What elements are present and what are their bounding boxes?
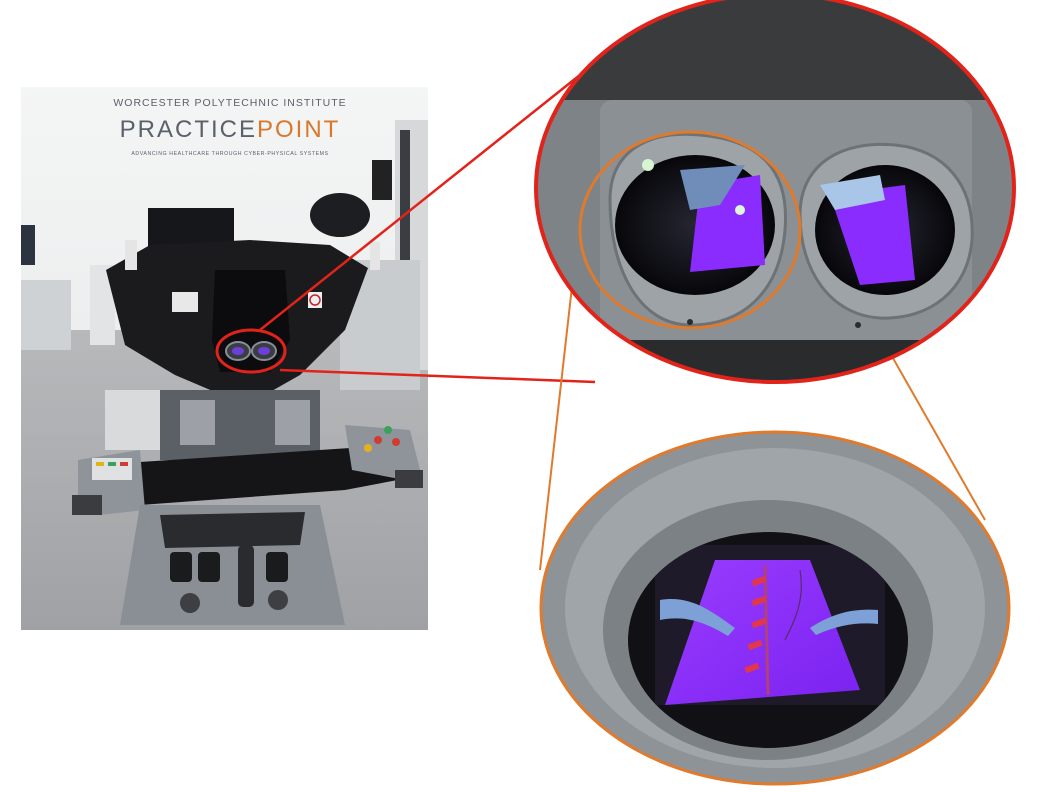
console-side-left: [105, 390, 160, 450]
armrest: [140, 448, 408, 505]
right-pod-green-button: [384, 426, 392, 434]
housing-screw-right: [855, 322, 861, 328]
viewer-window: [212, 270, 290, 372]
brand-practice-text: PRACTICE: [120, 116, 257, 143]
robot-arm-column: [400, 130, 410, 370]
orange-callout-line-left: [539, 259, 576, 571]
suture-thread: [784, 569, 802, 641]
console-photo: WORCESTER POLYTECHNIC INSTITUTE PRACTICE…: [21, 87, 428, 630]
suture-mark-2: [751, 595, 767, 607]
left-lens-instrument: [680, 165, 745, 210]
suture-mark-5: [744, 662, 760, 674]
suture-mark-4: [747, 639, 763, 651]
hand-controller-right: [275, 400, 310, 445]
right-control-pod: [345, 425, 420, 480]
foot-pedal-2: [198, 552, 220, 582]
suture-mark-1: [751, 575, 767, 587]
orange-callout-line-right: [876, 329, 986, 521]
hand-controller-left: [180, 400, 215, 445]
foot-pedal-3: [266, 552, 288, 582]
pod-button-green: [108, 462, 116, 466]
right-pod-red-button-2: [392, 438, 400, 446]
foot-pedal-center: [238, 545, 254, 607]
right-surgical-instrument: [810, 609, 878, 635]
brand-point-text: POINT: [257, 116, 340, 143]
hood-handle-right: [370, 242, 380, 270]
warning-symbol: [309, 294, 321, 306]
top-zoom-border: [534, 0, 1016, 384]
side-cabinet: [21, 280, 71, 350]
wall-monitor: [21, 225, 35, 265]
right-pod-red-button: [374, 436, 382, 444]
left-lens-glint-2: [735, 205, 745, 215]
patient-cart-cover: [310, 193, 370, 237]
photo-eyepiece-glint-right: [258, 347, 270, 355]
institute-text: WORCESTER POLYTECHNIC INSTITUTE: [113, 97, 346, 109]
right-lens-screen: [830, 185, 915, 285]
right-pod-yellow-button: [364, 444, 372, 452]
incision-line: [763, 564, 770, 696]
bottom-zoom-border: [539, 430, 1011, 786]
photo-highlight-circle: [215, 328, 287, 374]
red-callout-line-top: [259, 54, 606, 331]
right-armrest-end: [395, 470, 423, 488]
hood-handle-left: [125, 240, 137, 270]
foot-pedal-1: [170, 552, 192, 582]
left-armrest-end: [72, 495, 102, 515]
pod-button-yellow: [96, 462, 104, 466]
brand-text: PRACTICEPOINT: [120, 116, 341, 143]
lens-zoom-view: [539, 430, 1011, 786]
photo-eyepiece-glint-left: [232, 347, 244, 355]
background-device: [372, 160, 392, 200]
pedal-base-foot-right: [268, 590, 288, 610]
pod-button-red: [120, 462, 128, 466]
left-lens-glint: [642, 159, 654, 171]
right-lens-instrument: [820, 175, 885, 210]
suture-mark-3: [751, 617, 767, 629]
housing-screw-left: [687, 319, 693, 325]
zoom-hood-top: [536, 0, 1014, 100]
red-callout-line-bottom: [279, 368, 596, 384]
surgical-pad-surface: [665, 560, 860, 705]
pedal-tray: [160, 512, 305, 548]
left-eyepiece-highlight: [578, 130, 802, 330]
console-label-sticker: [172, 292, 198, 312]
left-control-panel: [92, 458, 132, 480]
tagline-text: ADVANCING HEALTHCARE THROUGH CYBER-PHYSI…: [131, 151, 328, 157]
left-surgical-instrument: [660, 599, 735, 636]
eyepiece-zoom-view: [534, 0, 1016, 384]
pedal-base-foot-left: [180, 593, 200, 613]
